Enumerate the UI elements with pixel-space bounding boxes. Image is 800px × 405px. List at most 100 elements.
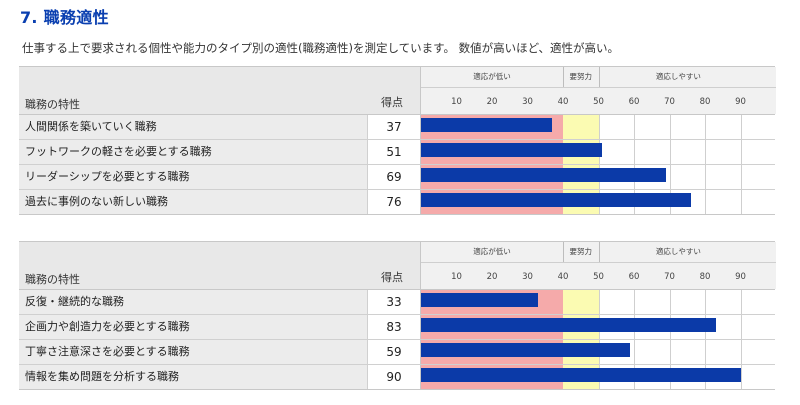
gridline [598,115,600,139]
score-value: 51 [367,140,420,164]
score-value: 90 [367,365,420,389]
characteristic-label: 丁寧さ注意深さを必要とする職務 [19,340,367,364]
x-tick-label: 80 [699,272,711,282]
table-row: 反復・継続的な職務 33 [19,290,775,315]
characteristic-label: リーダーシップを必要とする職務 [19,165,367,189]
table-header: 職務の特性 得点 適応が低い 要努力 適応しやすい 10 20 30 40 50 60 70 80 90 [19,242,776,290]
zone-label: 要努力 [569,72,593,81]
x-tick-label: 10 [451,272,462,282]
column-header-characteristic: 職務の特性 [25,98,80,111]
score-bar [421,143,603,157]
score-bar [421,343,631,357]
gridline [669,140,671,164]
gridline [740,290,742,314]
bar-plot-area [420,140,775,164]
bar-plot-area [420,340,775,364]
x-tick-label: 80 [699,97,711,107]
gridline [705,115,706,139]
zone-divider [563,242,564,262]
bar-plot-area [420,165,775,189]
gridline [740,315,742,339]
x-tick-label: 30 [522,97,533,107]
zone-label: 適応しやすい [655,72,701,81]
table-row: リーダーシップを必要とする職務 69 [19,165,775,190]
gridline [740,365,742,389]
gridline [740,340,742,364]
gridline [598,290,600,314]
bar-plot-area [420,290,775,314]
characteristic-label: 過去に事例のない新しい職務 [19,190,367,214]
gridline [705,165,706,189]
score-bar [421,368,741,382]
x-tick-label: 40 [557,97,569,107]
score-bar [421,293,539,307]
x-tick-label: 90 [735,97,746,107]
table-row: 企画力や創造力を必要とする職務 83 [19,315,775,340]
x-tick-label: 50 [593,97,604,107]
score-value: 33 [367,290,420,314]
characteristic-label: フットワークの軽さを必要とする職務 [19,140,367,164]
score-bar [421,318,716,332]
gridline [705,140,706,164]
gridline [740,190,742,214]
x-tick-label: 70 [664,97,675,107]
scale-header: 適応が低い 要努力 適応しやすい 10 20 30 40 50 60 70 80 90 [420,242,776,289]
bar-plot-area [420,315,775,339]
characteristic-label: 情報を集め問題を分析する職務 [19,365,367,389]
score-bar [421,168,666,182]
gridline [740,165,742,189]
x-tick-label: 20 [486,97,498,107]
gridline [705,340,706,364]
zone-label: 要努力 [569,247,593,256]
table-row: 丁寧さ注意深さを必要とする職務 59 [19,340,775,365]
x-tick-label: 60 [628,272,640,282]
zone-divider [598,67,600,87]
zone-label: 適応しやすい [655,247,701,256]
x-tick-label: 20 [486,272,498,282]
gridline [669,340,671,364]
x-tick-label: 60 [628,97,640,107]
zone-label-row: 適応が低い 要努力 適応しやすい [421,67,776,88]
score-bar [421,118,553,132]
table-row: 情報を集め問題を分析する職務 90 [19,365,775,389]
aptitude-table-2: 職務の特性 得点 適応が低い 要努力 適応しやすい 10 20 30 40 50 60 70 80 90 反… [19,241,776,390]
x-tick-label: 40 [557,272,569,282]
bar-plot-area [420,190,775,214]
gridline [740,140,742,164]
gridline [634,115,635,139]
x-tick-label: 10 [451,97,462,107]
gridline [705,190,706,214]
zone-divider [563,67,564,87]
column-header-score: 得点 [381,96,403,109]
score-value: 69 [367,165,420,189]
gridline [669,115,671,139]
gridline [705,290,706,314]
bar-plot-area [420,365,775,389]
gridline [634,290,635,314]
gridline [669,165,671,189]
table-header: 職務の特性 得点 適応が低い 要努力 適応しやすい 10 20 30 40 50 60 70 80 90 [19,67,776,115]
score-value: 37 [367,115,420,139]
gridline [634,140,635,164]
score-value: 59 [367,340,420,364]
gridline [634,340,635,364]
x-tick-label: 70 [664,272,675,282]
section-description: 仕事する上で要求される個性や能力のタイプ別の適性(職務適性)を測定しています。 … [22,41,620,55]
zone-label-row: 適応が低い 要努力 適応しやすい [421,242,776,263]
gridline [669,290,671,314]
characteristic-label: 人間関係を築いていく職務 [19,115,367,139]
effort-zone-band [563,290,599,314]
zone-label: 適応が低い [473,72,511,81]
x-tick-label: 90 [735,272,746,282]
column-header-characteristic: 職務の特性 [25,273,80,286]
score-value: 83 [367,315,420,339]
bar-plot-area [420,115,775,139]
section-title: 7. 職務適性 [20,8,109,27]
characteristic-label: 反復・継続的な職務 [19,290,367,314]
aptitude-table-1: 職務の特性 得点 適応が低い 要努力 適応しやすい 10 20 30 40 50 60 70 80 90 人… [19,66,776,215]
characteristic-label: 企画力や創造力を必要とする職務 [19,315,367,339]
x-tick-label: 50 [593,272,604,282]
gridline [740,115,742,139]
column-header-score: 得点 [381,271,403,284]
zone-label: 適応が低い [473,247,511,256]
